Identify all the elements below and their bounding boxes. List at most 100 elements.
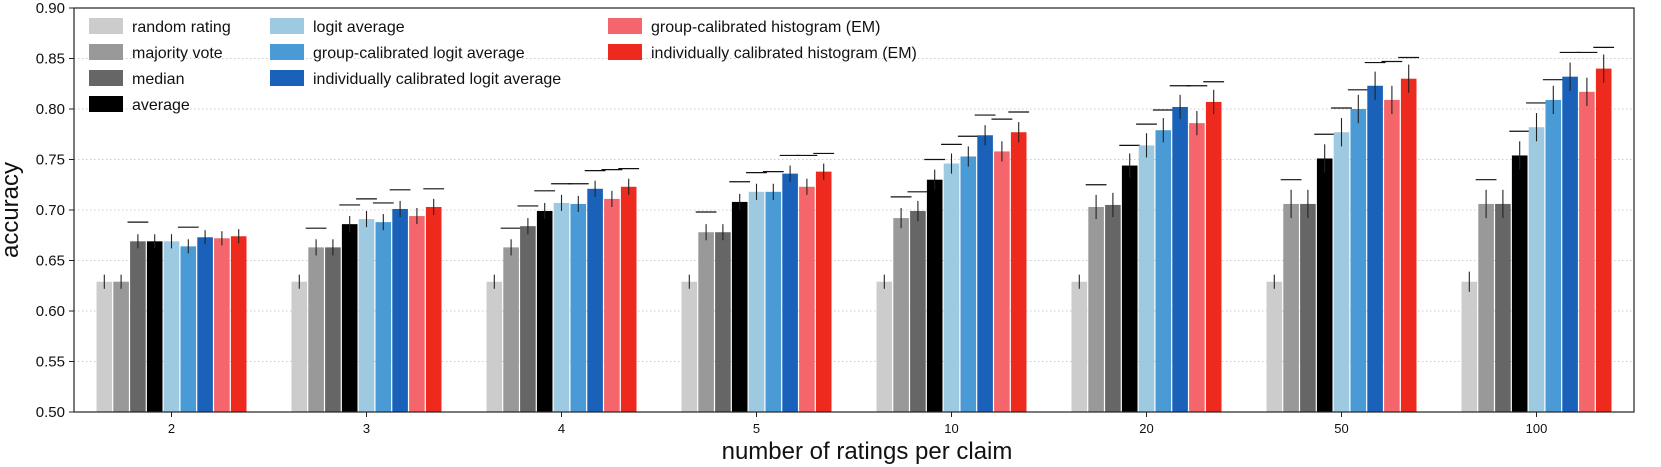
bar xyxy=(765,191,782,412)
bar xyxy=(553,202,570,412)
legend-label: individually calibrated logit average xyxy=(313,71,561,88)
bar xyxy=(782,173,798,412)
bar xyxy=(291,281,308,412)
bar xyxy=(910,211,926,412)
bar xyxy=(698,232,714,412)
bar xyxy=(1511,155,1528,412)
bar xyxy=(341,224,358,412)
legend-label: group-calibrated histogram (EM) xyxy=(651,19,880,36)
legend-label: group-calibrated logit average xyxy=(313,45,525,62)
bar xyxy=(1189,123,1205,412)
x-tick-label: 2 xyxy=(168,421,175,436)
bar xyxy=(1461,281,1478,412)
bar xyxy=(1010,132,1027,413)
legend: random rating majority vote median average l… xyxy=(89,18,917,114)
bar xyxy=(1283,203,1299,412)
bar xyxy=(503,247,519,412)
bar xyxy=(375,222,392,412)
y-axis-title: accuracy xyxy=(0,162,24,258)
y-tick-label: 0.80 xyxy=(36,101,65,118)
bar xyxy=(520,226,536,412)
legend-swatch xyxy=(270,44,304,60)
legend-label: random rating xyxy=(132,19,231,36)
bar xyxy=(893,218,909,412)
x-tick-label: 50 xyxy=(1334,421,1348,436)
bar xyxy=(715,232,731,412)
bar xyxy=(876,281,893,412)
bar xyxy=(1579,91,1595,412)
bar xyxy=(1333,132,1350,413)
legend-label: individually calibrated histogram (EM) xyxy=(651,45,917,62)
bar xyxy=(1138,145,1155,413)
legend-swatch xyxy=(89,18,123,34)
legend-label: median xyxy=(132,71,184,88)
bar xyxy=(815,171,832,412)
bar xyxy=(214,238,230,412)
bar xyxy=(570,203,587,412)
bar xyxy=(1155,130,1172,412)
bar xyxy=(392,208,408,412)
bar xyxy=(587,188,603,412)
axes: 0.50 0.55 0.60 0.65 0.70 0.75 0.80 0.85 0.90 2 3 4 5… xyxy=(36,0,1635,436)
legend-swatch xyxy=(89,44,123,60)
bar xyxy=(130,241,146,412)
bar xyxy=(1088,206,1104,412)
bar xyxy=(1528,127,1545,413)
bar xyxy=(146,241,163,412)
bar xyxy=(180,246,197,412)
y-tick-label: 0.60 xyxy=(36,303,65,320)
bar xyxy=(409,216,425,412)
legend-swatch xyxy=(270,18,304,34)
y-tick-label: 0.50 xyxy=(36,404,65,421)
bar xyxy=(1350,109,1367,412)
bar xyxy=(926,179,943,412)
bar xyxy=(1205,101,1222,413)
legend-swatch xyxy=(89,70,123,86)
bar xyxy=(1478,203,1494,412)
bar xyxy=(1400,78,1417,412)
legend-label: logit average xyxy=(313,19,405,36)
x-tick-label: 20 xyxy=(1139,421,1153,436)
bar xyxy=(994,151,1010,413)
bar xyxy=(1562,76,1578,413)
bar xyxy=(197,237,213,412)
y-tick-label: 0.65 xyxy=(36,253,65,270)
bar xyxy=(230,236,247,412)
y-tick-label: 0.70 xyxy=(36,202,65,219)
x-axis-title: number of ratings per claim xyxy=(722,438,1013,465)
legend-swatch xyxy=(608,44,642,60)
bar xyxy=(1172,106,1188,412)
bar xyxy=(681,281,698,412)
bar xyxy=(163,241,180,412)
bar xyxy=(604,198,620,412)
legend-label: average xyxy=(132,97,190,114)
bar xyxy=(620,186,637,412)
bar xyxy=(308,247,324,412)
bar xyxy=(486,281,503,412)
bar xyxy=(1545,99,1562,412)
bar xyxy=(731,201,748,412)
x-tick-label: 4 xyxy=(558,421,565,436)
y-tick-label: 0.90 xyxy=(36,0,65,17)
bar xyxy=(325,247,341,412)
bar xyxy=(536,211,553,412)
bar xyxy=(748,191,765,412)
bar xyxy=(1495,203,1511,412)
bar xyxy=(1105,204,1121,412)
bar xyxy=(1266,281,1283,412)
bar xyxy=(1384,99,1400,412)
legend-swatch xyxy=(270,70,304,86)
bar xyxy=(358,219,375,412)
y-tick-label: 0.85 xyxy=(36,51,65,68)
bar xyxy=(1121,165,1138,412)
legend-label: majority vote xyxy=(132,45,223,62)
bar xyxy=(1367,85,1383,413)
bar xyxy=(1595,68,1612,412)
x-tick-label: 3 xyxy=(363,421,370,436)
y-tick-label: 0.55 xyxy=(36,354,65,371)
legend-swatch xyxy=(608,18,642,34)
x-tick-label: 100 xyxy=(1526,421,1548,436)
bar xyxy=(960,156,977,412)
bar xyxy=(113,281,129,412)
